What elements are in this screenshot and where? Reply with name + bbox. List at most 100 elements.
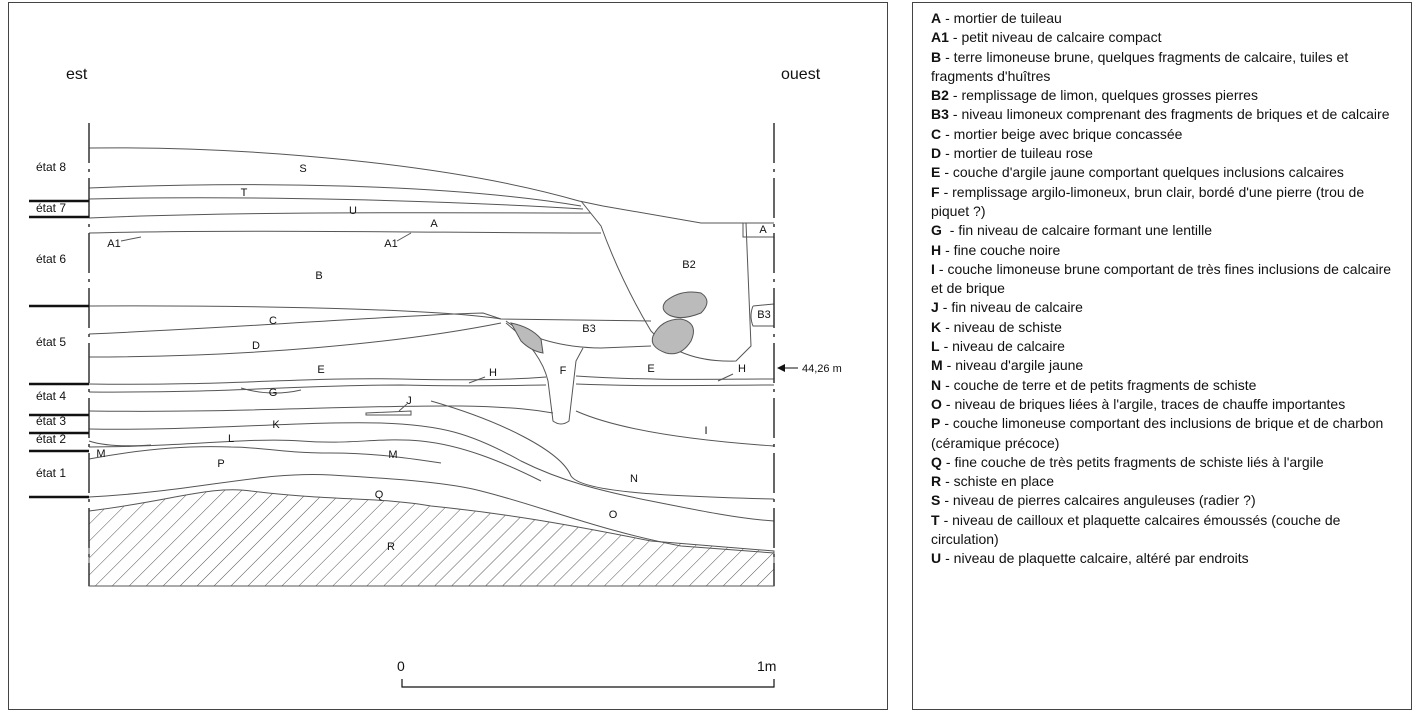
layer-label: A1	[384, 238, 397, 250]
layer-label: I	[704, 425, 707, 437]
layer-label: O	[609, 509, 618, 521]
elevation-arrowhead	[777, 364, 785, 372]
legend-entry: B2- remplissage de limon, quelques gross…	[931, 86, 1401, 105]
legend-code: R	[931, 473, 942, 490]
orientation-label: est	[66, 66, 88, 83]
legend-code: N	[931, 376, 942, 393]
legend-entry: F- remplissage argilo-limoneux, brun cla…	[931, 183, 1401, 222]
legend-code: O	[931, 395, 942, 412]
legend-text: - fin niveau de calcaire	[942, 299, 1083, 316]
layer-label: A1	[107, 238, 120, 250]
layer-label: S	[299, 163, 306, 175]
legend-code: G	[931, 222, 942, 239]
phase-label: état 1	[36, 466, 66, 480]
phase-label: état 6	[36, 252, 66, 266]
legend-code: B3	[931, 106, 949, 123]
legend-entry: S- niveau de pierres calcaires anguleuse…	[931, 491, 1401, 510]
layer-label: A	[430, 218, 438, 230]
legend-text: - niveau de cailloux et plaquette calcai…	[931, 511, 1341, 548]
legend-code: Q	[931, 453, 942, 470]
legend-code: B	[931, 48, 942, 65]
legend-entry: N- couche de terre et de petits fragment…	[931, 376, 1401, 395]
section-panel: est ouest 44,26 m 0 1m état 8 état 7 état …	[8, 2, 888, 710]
legend-code: F	[931, 183, 940, 200]
legend-code: H	[931, 241, 942, 258]
legend-entry: A- mortier de tuileau	[931, 9, 1401, 28]
legend-entry: L- niveau de calcaire	[931, 337, 1401, 356]
scale-label: 0	[397, 658, 405, 674]
bedrock	[88, 489, 775, 587]
legend-code: I	[931, 260, 935, 277]
leader-lines	[120, 232, 734, 412]
legend-text: - terre limoneuse brune, quelques fragme…	[931, 48, 1349, 84]
legend-entry: D- mortier de tuileau rose	[931, 144, 1401, 163]
layer-label: C	[269, 315, 277, 327]
legend-text: - petit niveau de calcaire compact	[952, 29, 1162, 46]
phase-separators	[29, 199, 89, 499]
legend-text: - niveau de calcaire	[943, 338, 1065, 355]
layer-label: U	[349, 205, 357, 217]
layer-label: N	[630, 473, 638, 485]
elevation-label: 44,26 m	[802, 363, 842, 375]
layer-label: J	[406, 395, 412, 407]
legend-text: - niveau de briques liées à l'argile, tr…	[945, 395, 1346, 412]
layer-label: R	[387, 541, 395, 553]
legend-text: - fin niveau de calcaire formant une len…	[945, 222, 1213, 239]
legend-entry: U- niveau de plaquette calcaire, altéré …	[931, 549, 1401, 568]
legend-text: - mortier beige avec brique concassée	[945, 125, 1183, 142]
legend-entry: A1- petit niveau de calcaire compact	[931, 28, 1401, 47]
legend-code: B2	[931, 87, 949, 104]
legend-text: - niveau de pierres calcaires anguleuses…	[944, 492, 1256, 509]
legend-entry: G - fin niveau de calcaire formant une l…	[931, 221, 1401, 240]
legend-text: - niveau de plaquette calcaire, altéré p…	[945, 550, 1249, 567]
scale-label: 1m	[757, 658, 776, 674]
phase-label: état 4	[36, 389, 66, 403]
legend-code: E	[931, 164, 941, 181]
legend-entry: E- couche d'argile jaune comportant quel…	[931, 163, 1401, 182]
layer-label: T	[241, 187, 248, 199]
legend-code: A	[931, 10, 942, 26]
legend-entry: K- niveau de schiste	[931, 318, 1401, 337]
legend-text: - mortier de tuileau	[945, 10, 1062, 26]
phase-label: état 2	[36, 432, 66, 446]
legend-text: - niveau d'argile jaune	[946, 357, 1084, 374]
layer-label: H	[489, 367, 497, 379]
section-drawing: est ouest 44,26 m 0 1m état 8 état 7 état …	[29, 66, 842, 688]
legend-entry: H- fine couche noire	[931, 241, 1401, 260]
legend-entry: R- schiste en place	[931, 472, 1401, 491]
legend-text: - schiste en place	[945, 473, 1055, 490]
orientation-label: ouest	[781, 66, 821, 83]
legend-code: C	[931, 125, 942, 142]
legend-code: K	[931, 318, 942, 335]
legend-entry: B3- niveau limoneux comprenant des fragm…	[931, 105, 1401, 124]
legend-text: - fine couche noire	[945, 241, 1061, 258]
legend-text: - remplissage de limon, quelques grosses…	[952, 87, 1258, 104]
layer-label: E	[317, 364, 324, 376]
legend-code: L	[931, 338, 940, 355]
layer-label: K	[272, 419, 280, 431]
legend-entry: Q- fine couche de très petits fragments …	[931, 453, 1401, 472]
legend-entry: J- fin niveau de calcaire	[931, 298, 1401, 317]
layer-label: E	[647, 363, 654, 375]
layer-label: L	[228, 433, 234, 445]
legend-text: - niveau limoneux comprenant des fragmen…	[952, 106, 1390, 123]
legend-text: - mortier de tuileau rose	[945, 145, 1093, 162]
legend-code: J	[931, 299, 939, 316]
legend-text: - couche limoneuse comportant des inclus…	[931, 415, 1384, 451]
legend-entry: T- niveau de cailloux et plaquette calca…	[931, 511, 1401, 550]
legend-text: - couche d'argile jaune comportant quelq…	[944, 164, 1344, 181]
layer-label: A	[759, 224, 767, 236]
legend-code: T	[931, 511, 940, 528]
scale-bar	[401, 679, 775, 688]
layer-label: P	[217, 458, 224, 470]
legend-code: U	[931, 550, 942, 567]
legend-text: - couche de terre et de petits fragments…	[945, 376, 1257, 393]
stones	[510, 291, 708, 355]
legend-entry: O- niveau de briques liées à l'argile, t…	[931, 395, 1401, 414]
layer-label: B	[315, 270, 322, 282]
legend-code: P	[931, 415, 941, 432]
layer-label: M	[96, 448, 105, 460]
legend-code: M	[931, 357, 943, 374]
legend-code: D	[931, 145, 942, 162]
